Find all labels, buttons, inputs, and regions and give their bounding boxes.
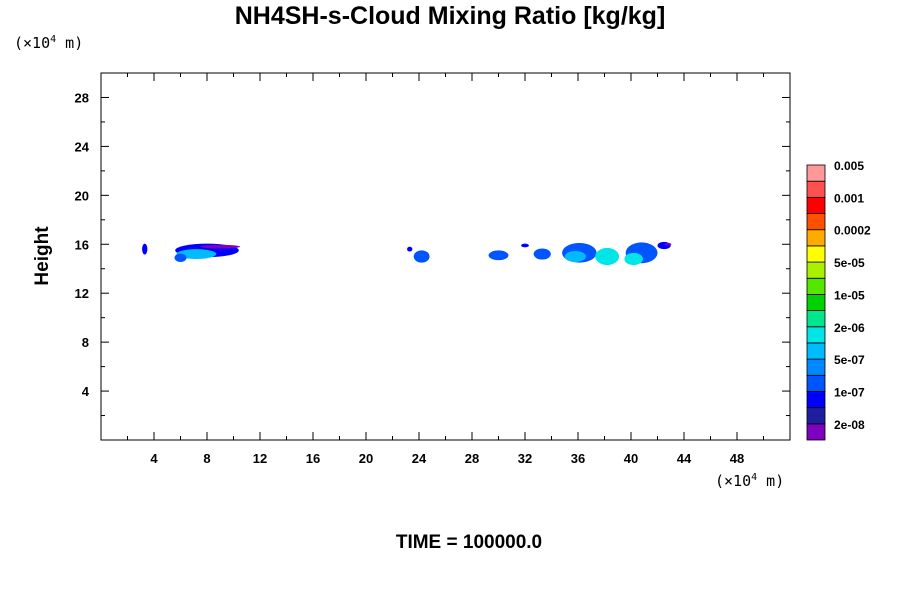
colorbar-swatch [806, 342, 826, 360]
y-tick-label: 28 [75, 90, 89, 105]
y-tick-label: 24 [75, 139, 90, 154]
cloud-patch-2 [176, 249, 217, 259]
colorbar-label: 0.001 [834, 191, 864, 205]
cloud-patch-8 [521, 243, 529, 248]
colorbar-swatch [806, 423, 826, 441]
colorbar-swatch [806, 213, 826, 231]
cloud-patch-12 [595, 247, 620, 266]
x-tick-label: 32 [518, 451, 532, 466]
cloud-patch-11 [564, 250, 586, 263]
cloud-patch-14 [624, 252, 643, 266]
y-tick-label: 16 [75, 237, 89, 252]
colorbar-label: 0.0002 [834, 224, 871, 238]
colorbar-label: 5e-05 [834, 256, 865, 270]
cloud-field [142, 241, 672, 266]
colorbar-label: 2e-06 [834, 321, 865, 335]
x-tick-label: 44 [677, 451, 692, 466]
x-tick-label: 4 [150, 451, 158, 466]
x-tick-label: 40 [624, 451, 638, 466]
cloud-patch-15 [657, 241, 671, 250]
colorbar-swatch [806, 374, 826, 392]
time-label: TIME = 100000.0 [395, 532, 543, 553]
x-tick-label: 24 [412, 451, 427, 466]
colorbar-label: 0.005 [834, 159, 864, 173]
cloud-patch-5 [413, 250, 430, 263]
cloud-patch-3 [174, 253, 187, 263]
colorbar-swatch [806, 358, 826, 376]
x-tick-label: 36 [571, 451, 585, 466]
cloud-patch-6 [407, 246, 413, 252]
colorbar-swatch [806, 180, 826, 198]
x-tick-label: 48 [730, 451, 744, 466]
colorbar-swatch [806, 407, 826, 425]
y-tick-label: 20 [75, 188, 89, 203]
colorbar-swatch [806, 229, 826, 247]
x-axis-unit: (×104 m) [715, 472, 785, 490]
colorbar-label: 5e-07 [834, 353, 865, 367]
y-tick-label: 12 [75, 286, 89, 301]
x-tick-label: 12 [253, 451, 267, 466]
cloud-patch-16 [664, 243, 672, 246]
colorbar-swatch [806, 261, 826, 279]
cloud-patch-7 [488, 250, 509, 261]
colorbar-swatch [806, 277, 826, 295]
x-tick-label: 28 [465, 451, 479, 466]
cloud-patch-0 [142, 243, 148, 255]
x-tick-label: 20 [359, 451, 373, 466]
y-tick-label: 4 [82, 384, 90, 399]
x-tick-label: 16 [306, 451, 320, 466]
colorbar-swatch [806, 310, 826, 328]
y-axis-unit: (×104 m) [14, 34, 84, 52]
chart-title: NH4SH-s-Cloud Mixing Ratio [kg/kg] [234, 2, 666, 30]
cloud-patch-4 [200, 244, 241, 249]
colorbar-swatch [806, 196, 826, 214]
colorbar-label: 1e-05 [834, 288, 865, 302]
colorbar-swatch [806, 245, 826, 263]
colorbar-label: 2e-08 [834, 418, 865, 432]
cloud-patch-9 [533, 248, 551, 260]
x-tick-label: 8 [203, 451, 210, 466]
colorbar-label: 1e-07 [834, 385, 865, 399]
colorbar-swatch [806, 326, 826, 344]
colorbar-swatch [806, 294, 826, 311]
colorbar: 2e-08 1e-07 5e-07 2e-06 1e-05 5e-05 0.0002 0.00… [806, 159, 871, 441]
colorbar-swatch [806, 391, 826, 409]
colorbar-swatch [806, 164, 826, 182]
y-tick-label: 8 [82, 335, 89, 350]
